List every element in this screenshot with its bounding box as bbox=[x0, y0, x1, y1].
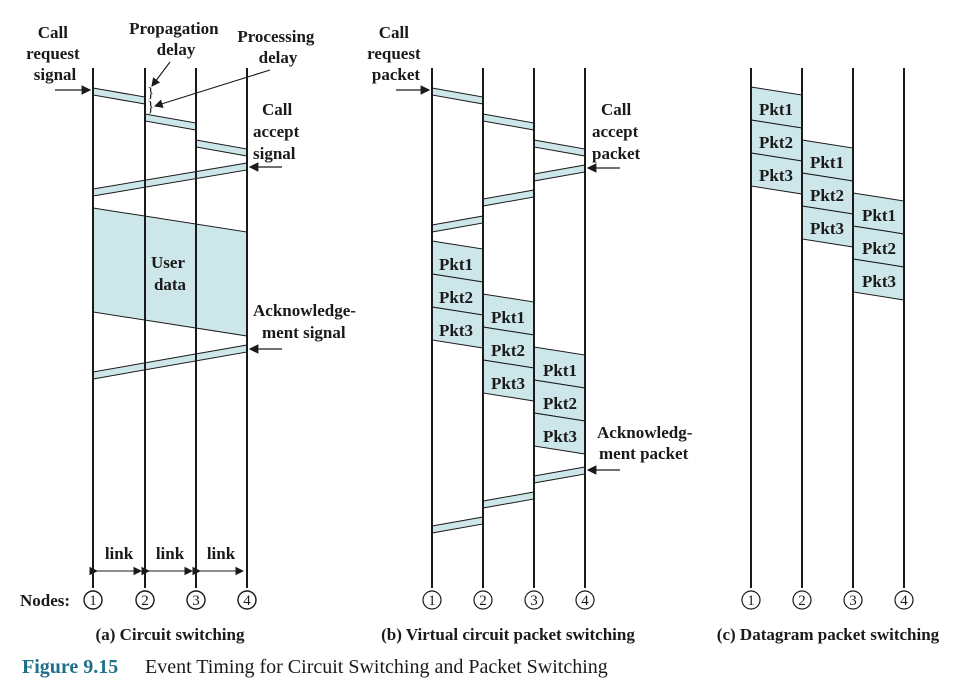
nodes-label: Nodes: bbox=[20, 591, 70, 610]
vc-request-hop-1 bbox=[431, 87, 484, 105]
call-request-packet-label: Call request packet bbox=[367, 23, 425, 84]
svg-text:4: 4 bbox=[243, 593, 251, 609]
panel-circuit-switching: Call request signal Propagation delay } … bbox=[20, 19, 360, 644]
vc-pkt3-label-hop-1: Pkt3 bbox=[439, 321, 473, 340]
ack-signal-label: Acknowledge- ment signal bbox=[253, 301, 360, 342]
svg-text:2: 2 bbox=[141, 593, 149, 609]
svg-text:2: 2 bbox=[479, 593, 487, 609]
call-request-hop-3 bbox=[195, 139, 248, 157]
svg-text:1: 1 bbox=[747, 593, 755, 609]
ack-packet-label: Acknowledg- ment packet bbox=[597, 423, 697, 463]
dg-pkt3-label-hop-2: Pkt3 bbox=[810, 219, 844, 238]
vc-accept-hop-1 bbox=[533, 164, 586, 182]
node-a1: 1 bbox=[83, 590, 103, 610]
node-b2: 2 bbox=[473, 590, 493, 610]
svg-text:3: 3 bbox=[849, 593, 857, 609]
panel-datagram: Pkt1 Pkt2 Pkt3 Pkt1 Pkt2 Pkt3 Pkt1 Pkt2 … bbox=[717, 68, 940, 644]
call-request-signal-label: Call request signal bbox=[26, 23, 84, 84]
vc-ack-hop-1 bbox=[533, 466, 586, 484]
dg-pkt1-label-hop-2: Pkt1 bbox=[810, 153, 844, 172]
dg-pkt1-label-hop-1: Pkt1 bbox=[759, 100, 793, 119]
node-a4: 4 bbox=[237, 590, 257, 610]
call-request-hop-2 bbox=[144, 113, 197, 131]
call-accept-packet-label: Call accept packet bbox=[592, 100, 643, 163]
vc-request-hop-3 bbox=[533, 139, 586, 157]
node-c3: 3 bbox=[843, 590, 863, 610]
vc-ack-hop-2 bbox=[482, 491, 535, 509]
figure-caption: Figure 9.15 Event Timing for Circuit Swi… bbox=[22, 656, 608, 678]
link-label-2: link bbox=[156, 544, 185, 563]
processing-brace: } bbox=[147, 99, 154, 115]
vc-accept-hop-2 bbox=[482, 189, 535, 207]
call-request-hop-1 bbox=[92, 87, 146, 105]
caption-b: (b) Virtual circuit packet switching bbox=[381, 625, 635, 644]
link-label-1: link bbox=[105, 544, 134, 563]
node-c4: 4 bbox=[894, 590, 914, 610]
processing-delay-label: Processing delay bbox=[237, 27, 318, 67]
user-data-block bbox=[92, 207, 248, 337]
dg-pkt1-label-hop-3: Pkt1 bbox=[862, 206, 896, 225]
node-b3: 3 bbox=[524, 590, 544, 610]
vc-pkt1-label-hop-2: Pkt1 bbox=[491, 308, 525, 327]
node-b1: 1 bbox=[422, 590, 442, 610]
call-accept-signal-label: Call accept signal bbox=[253, 100, 304, 163]
vc-pkt2-label-hop-2: Pkt2 bbox=[491, 341, 525, 360]
vc-ack-hop-3 bbox=[431, 516, 484, 534]
vc-request-hop-2 bbox=[482, 113, 535, 131]
vc-pkt2-label-hop-1: Pkt2 bbox=[439, 288, 473, 307]
call-accept-band bbox=[92, 162, 248, 197]
vc-pkt3-label-hop-3: Pkt3 bbox=[543, 427, 577, 446]
user-data-label: User data bbox=[151, 253, 189, 294]
vc-pkt3-label-hop-2: Pkt3 bbox=[491, 374, 525, 393]
node-c1: 1 bbox=[741, 590, 761, 610]
svg-text:1: 1 bbox=[89, 593, 97, 609]
vc-accept-hop-3 bbox=[431, 215, 484, 233]
svg-text:3: 3 bbox=[530, 593, 538, 609]
propagation-delay-label: Propagation delay bbox=[129, 19, 223, 59]
dg-pkt3-label-hop-3: Pkt3 bbox=[862, 272, 896, 291]
svg-text:2: 2 bbox=[798, 593, 806, 609]
svg-text:4: 4 bbox=[581, 593, 589, 609]
dg-pkt2-label-hop-1: Pkt2 bbox=[759, 133, 793, 152]
dg-pkt2-label-hop-3: Pkt2 bbox=[862, 239, 896, 258]
node-a2: 2 bbox=[135, 590, 155, 610]
node-b4: 4 bbox=[575, 590, 595, 610]
propagation-brace: } bbox=[147, 85, 154, 101]
figure-number: Figure 9.15 bbox=[22, 656, 118, 678]
svg-text:1: 1 bbox=[428, 593, 436, 609]
vc-pkt2-label-hop-3: Pkt2 bbox=[543, 394, 577, 413]
figure-title: Event Timing for Circuit Switching and P… bbox=[145, 656, 608, 678]
node-a3: 3 bbox=[186, 590, 206, 610]
vc-pkt1-label-hop-3: Pkt1 bbox=[543, 361, 577, 380]
ack-signal-band bbox=[92, 344, 248, 380]
vc-pkt1-label-hop-1: Pkt1 bbox=[439, 255, 473, 274]
node-c2: 2 bbox=[792, 590, 812, 610]
svg-text:4: 4 bbox=[900, 593, 908, 609]
dg-pkt2-label-hop-2: Pkt2 bbox=[810, 186, 844, 205]
link-label-3: link bbox=[207, 544, 236, 563]
caption-c: (c) Datagram packet switching bbox=[717, 625, 940, 644]
processing-delay-pointer bbox=[153, 69, 271, 108]
propagation-delay-pointer bbox=[151, 61, 171, 87]
panel-virtual-circuit: Pkt1 Pkt2 Pkt3 Pkt1 Pkt2 Pkt3 Pkt1 Pkt2 … bbox=[367, 23, 697, 644]
svg-text:3: 3 bbox=[192, 593, 200, 609]
caption-a: (a) Circuit switching bbox=[96, 625, 245, 644]
dg-pkt3-label-hop-1: Pkt3 bbox=[759, 166, 793, 185]
